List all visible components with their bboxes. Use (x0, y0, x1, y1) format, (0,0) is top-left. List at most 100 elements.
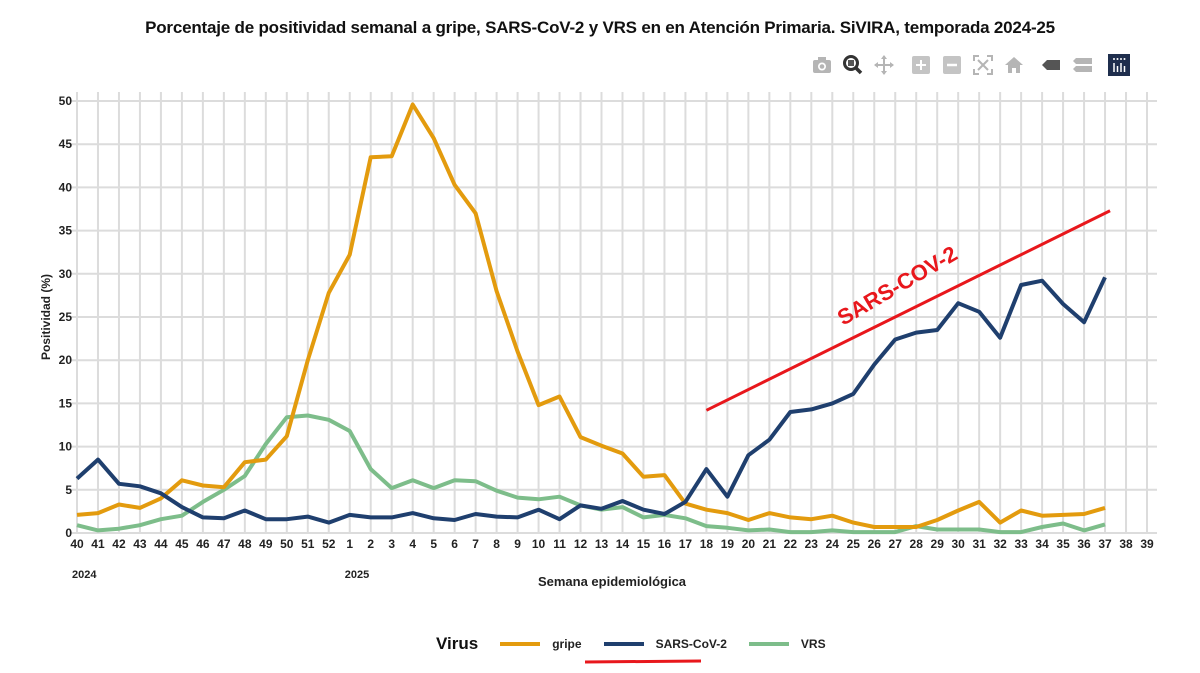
series-line-gripe (76, 102, 1106, 529)
x-tick-label: 16 (658, 537, 672, 551)
x-tick-label: 29 (931, 537, 945, 551)
x-tick-label: 42 (112, 537, 126, 551)
y-axis-label: Positividad (%) (39, 274, 53, 360)
x-tick-label: 6 (451, 537, 458, 551)
plotly-logo-button[interactable] (1107, 53, 1131, 77)
hover-compare-button[interactable] (1070, 53, 1094, 77)
x-tick-label: 37 (1098, 537, 1112, 551)
x-tick-label: 18 (700, 537, 714, 551)
year-label: 2024 (72, 569, 97, 581)
y-tick-label: 50 (59, 94, 73, 108)
x-tick-label: 45 (175, 537, 189, 551)
x-tick-label: 39 (1140, 537, 1154, 551)
annotation-layer: SARS-COV-2 (705, 209, 1111, 412)
legend-item-gripe[interactable]: gripe (500, 637, 582, 651)
y-tick-label: 10 (59, 440, 73, 454)
zoom-icon (843, 55, 863, 75)
x-tick-label: 48 (238, 537, 252, 551)
x-tick-label: 21 (763, 537, 777, 551)
x-tick-label: 30 (951, 537, 965, 551)
x-tick-label: 44 (154, 537, 168, 551)
x-tick-label: 50 (280, 537, 294, 551)
y-tick-label: 45 (59, 137, 73, 151)
y-tick-label: 25 (59, 310, 73, 324)
legend-label-gripe: gripe (552, 637, 582, 651)
x-tick-label: 1 (346, 537, 353, 551)
pan-icon (874, 55, 894, 75)
x-tick-label: 51 (301, 537, 315, 551)
year-label: 2025 (345, 569, 369, 581)
tag-icon (1042, 60, 1060, 70)
reset-axes-button[interactable] (1002, 53, 1026, 77)
legend-label-vrs: VRS (800, 637, 826, 651)
series-lines (75, 102, 1107, 535)
compare-tags-icon (1073, 58, 1092, 72)
x-tick-label: 9 (514, 537, 521, 551)
legend-item-sars-cov-2[interactable]: SARS-CoV-2 (603, 637, 727, 651)
x-tick-label: 17 (679, 537, 693, 551)
y-tick-label: 30 (59, 267, 73, 281)
x-tick-label: 35 (1056, 537, 1070, 551)
pan-button[interactable] (872, 53, 896, 77)
y-tick-label: 40 (59, 180, 73, 194)
autoscale-button[interactable] (971, 53, 995, 77)
x-tick-label: 2 (367, 537, 374, 551)
gridlines (70, 92, 1157, 534)
legend: Virus gripe SARS-CoV-2 VRS (436, 632, 848, 656)
x-tick-label: 10 (532, 537, 546, 551)
chart-toolbar (810, 52, 1138, 78)
legend-item-vrs[interactable]: VRS (748, 637, 826, 651)
x-tick-label: 43 (133, 537, 147, 551)
x-tick-label: 49 (259, 537, 273, 551)
x-axis-label: Semana epidemiológica (538, 574, 687, 589)
x-tick-label: 15 (637, 537, 651, 551)
home-icon (1005, 57, 1023, 73)
chart-title: Porcentaje de positividad semanal a grip… (145, 18, 1055, 37)
x-tick-label: 3 (388, 537, 395, 551)
x-tick-label: 20 (742, 537, 756, 551)
x-tick-label: 38 (1119, 537, 1133, 551)
x-tick-label: 31 (972, 537, 986, 551)
x-tick-labels: 40 41 42 43 44 45 46 47 48 49 50 51 52 1 2 3 4 5 6 7 8 9 10 11 1… (70, 537, 1154, 551)
legend-swatch-vrs (748, 642, 789, 646)
y-tick-label: 20 (59, 353, 73, 367)
camera-icon (813, 57, 831, 73)
annotation-trend-line (705, 209, 1111, 412)
series-line-sars-cov-2 (75, 276, 1107, 525)
x-tick-label: 52 (322, 537, 336, 551)
zoom-out-icon (943, 56, 961, 74)
x-tick-label: 36 (1077, 537, 1091, 551)
x-tick-label: 13 (595, 537, 609, 551)
x-tick-label: 26 (868, 537, 882, 551)
x-tick-label: 47 (217, 537, 231, 551)
x-tick-label: 32 (993, 537, 1007, 551)
download-png-button[interactable] (810, 53, 834, 77)
y-tick-label: 5 (65, 483, 72, 497)
hover-closest-button[interactable] (1039, 53, 1063, 77)
y-tick-labels: 0 5 10 15 20 25 30 35 40 45 50 (59, 94, 73, 540)
x-tick-label: 25 (847, 537, 861, 551)
year-labels: 2024 2025 (72, 569, 369, 581)
y-tick-label: 0 (65, 526, 72, 540)
x-tick-label: 24 (826, 537, 840, 551)
x-tick-label: 34 (1035, 537, 1049, 551)
x-tick-label: 8 (493, 537, 500, 551)
x-tick-label: 12 (574, 537, 588, 551)
x-tick-label: 4 (409, 537, 416, 551)
zoom-out-button[interactable] (940, 53, 964, 77)
x-tick-label: 23 (805, 537, 819, 551)
zoom-button[interactable] (841, 53, 865, 77)
zoom-in-icon (912, 56, 930, 74)
x-tick-label: 46 (196, 537, 210, 551)
x-tick-label: 22 (784, 537, 798, 551)
legend-title: Virus (436, 634, 479, 653)
y-tick-label: 15 (59, 396, 73, 410)
zoom-in-button[interactable] (909, 53, 933, 77)
y-tick-label: 35 (59, 224, 73, 238)
x-tick-label: 19 (721, 537, 735, 551)
legend-label-sars-cov-2: SARS-CoV-2 (655, 637, 727, 651)
autoscale-icon (973, 55, 993, 75)
plotly-logo-icon (1108, 54, 1130, 76)
x-tick-label: 33 (1014, 537, 1028, 551)
